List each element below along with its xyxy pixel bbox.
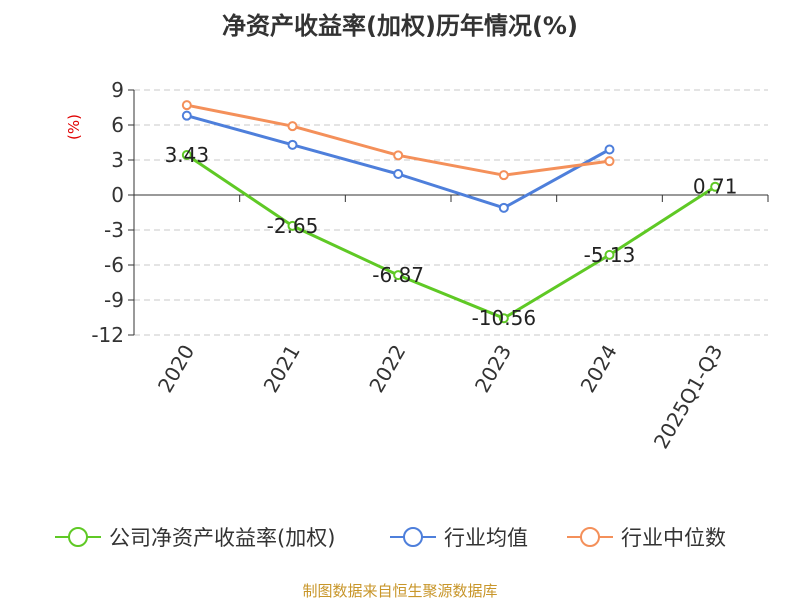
data-point [287,121,298,132]
series-line-0 [185,153,716,320]
x-tick-label: 2022 [364,341,410,397]
data-point [393,169,404,179]
legend-marker-icon [403,527,423,547]
y-axis-unit: (%) [65,114,83,140]
data-point [498,313,509,324]
data-point [710,181,721,192]
axes [133,90,769,335]
data-point [393,150,404,161]
grid-lines [134,89,768,336]
data-point [393,270,404,281]
legend-label: 行业均值 [444,526,528,550]
legend-label: 公司净资产收益率(加权) [109,526,335,550]
data-label: -10.56 [472,306,536,330]
data-point [181,110,192,121]
x-tick-label: 2021 [259,341,305,397]
series-line-1 [186,114,611,210]
data-label: -2.65 [267,214,319,238]
data-point [287,139,298,150]
data-point [604,156,615,167]
data-point [287,220,298,231]
x-tick-label: 2023 [470,341,516,397]
chart-title: 净资产收益率(加权)历年情况(%) [222,12,578,40]
data-point [604,144,615,155]
data-label: 3.43 [165,143,210,167]
legend-marker-icon [580,527,600,547]
series-group: 3.43 -2.65 -6.87 -10.56 -5.13 0.71 [165,100,738,330]
data-label: -5.13 [584,243,636,267]
legend-label: 行业中位数 [621,526,726,550]
data-point [498,202,509,213]
data-point [181,149,192,160]
y-tick-label: 6 [111,113,124,137]
data-point [604,249,615,260]
legend-item-1[interactable]: 行业均值 [390,526,528,550]
y-tick-label: -3 [104,218,124,242]
legend-marker-icon [68,527,88,547]
y-axis-ticks: 9 6 3 0 -3 -6 -9 -12 [91,78,134,347]
y-tick-label: -12 [91,323,124,347]
y-tick-label: 3 [111,148,124,172]
legend-item-2[interactable]: 行业中位数 [567,526,726,550]
y-tick-label: 9 [111,78,124,102]
series-line-2 [186,103,610,177]
data-label: -6.87 [372,263,424,287]
data-point [181,100,192,111]
y-tick-label: 0 [111,183,124,207]
y-tick-label: -6 [104,253,124,277]
x-axis-ticks: 2020 2021 2022 2023 2024 2025Q1-Q3 [153,341,728,453]
legend[interactable]: 公司净资产收益率(加权) 行业均值 行业中位数 [55,526,726,550]
data-label: 0.71 [693,175,738,199]
y-tick-label: -9 [104,288,124,312]
x-tick-label: 2024 [576,341,622,397]
legend-item-0[interactable]: 公司净资产收益率(加权) [55,526,335,550]
x-tick-label: 2025Q1-Q3 [649,341,728,453]
x-tick-label: 2020 [153,341,199,397]
data-point [498,170,509,181]
source-note: 制图数据来自恒生聚源数据库 [302,582,497,600]
